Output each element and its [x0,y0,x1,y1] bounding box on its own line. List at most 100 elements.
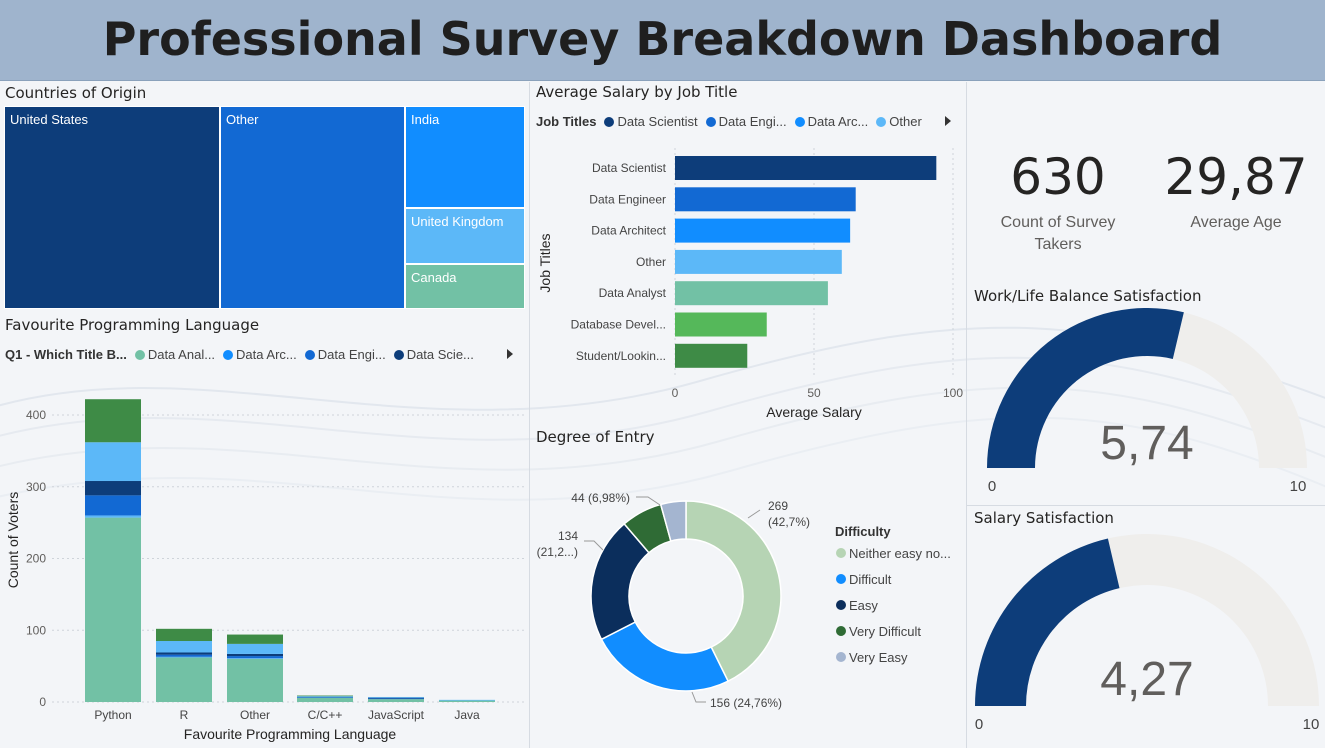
x-tick-label: 50 [807,386,821,400]
x-tick-label: Other [240,708,270,722]
legend-item[interactable]: Data Arc... [794,114,869,129]
y-axis-label: Count of Voters [5,492,21,589]
legend-dot [836,626,846,636]
legend-item[interactable]: Data Engi... [705,114,787,129]
leader-line [747,509,761,519]
legend-item[interactable]: Data Scie... [393,347,474,362]
bar-segment [227,653,283,657]
salary-legend: Job Titles Data Scientist Data Engi... D… [536,114,922,129]
bar [675,249,842,274]
bar-segment [85,399,141,443]
legend-dot [836,548,846,558]
data-label: 156 (24,76%) [710,696,782,710]
bar-segment [227,634,283,644]
gauge-value: 5,74 [1100,417,1193,470]
treemap-cell-canada[interactable]: Canada [405,264,525,309]
legend-item[interactable]: Data Anal... [134,347,215,362]
legend-dot [836,600,846,610]
bar-segment [156,628,212,642]
bar-segment [85,517,141,702]
gauge-max-label: 10 [1290,478,1307,495]
y-tick-label: Database Devel... [571,318,666,332]
bar-segment [227,643,283,654]
bar [675,312,767,337]
gauge-min-label: 0 [975,716,983,733]
legend-label: Data Arc... [807,114,869,129]
data-label: 269 [768,499,788,513]
data-label: 134 [558,529,578,543]
y-tick-label: 300 [26,480,46,494]
salary-chart: 0 50 100 Data Scientist Data Engineer Data Ar… [537,148,963,420]
treemap-cell-united-states[interactable]: United States [4,106,220,309]
worklife-title: Work/Life Balance Satisfaction [974,287,1202,305]
legend-next-arrow-icon[interactable] [507,349,513,359]
legend-item[interactable]: Data Scientist [604,114,698,129]
x-axis-label: Average Salary [766,404,861,420]
x-tick-label: JavaScript [368,708,425,722]
legend-label: Neither easy no... [849,546,951,561]
legend-label: Data Engi... [317,347,386,362]
salary-satisfaction-gauge: 4,27 0 10 [975,534,1319,733]
bar-segment [227,658,283,659]
y-tick-label: Student/Lookin... [576,349,666,363]
legend-item[interactable]: Other [876,114,922,129]
countries-panel: Countries of Origin United States Other … [0,82,529,314]
y-tick-label: Data Architect [591,224,666,238]
legend-title: Q1 - Which Title B... [5,347,127,362]
divider-left [529,82,530,748]
bar-segment [297,695,353,697]
salary-title: Average Salary by Job Title [536,83,738,101]
bar-segment [297,696,353,697]
donut-slice [685,500,782,683]
legend-label: Very Difficult [849,624,921,639]
legend-dot [223,349,234,360]
y-tick-label: 100 [26,623,46,637]
y-tick-label: Data Engineer [589,192,666,206]
treemap-cell-united-kingdom[interactable]: United Kingdom [405,208,525,264]
bar-segment [368,696,424,698]
languages-chart: 0 100 200 300 400 Python R Other C/C++ JavaScript… [5,399,525,742]
gauge-fill [987,308,1184,468]
bar [675,218,851,243]
gauge-value: 4,27 [1100,653,1193,706]
legend-label: Data Engi... [718,114,787,129]
bar-segment [439,699,495,701]
legend-label: Very Easy [849,650,908,665]
kpi-survey-count: 630 [1010,148,1106,206]
bar-segment [368,698,424,700]
salary-satisfaction-title: Salary Satisfaction [974,509,1114,527]
legend-next-arrow-icon[interactable] [945,116,951,126]
treemap-label: Canada [411,270,457,285]
legend-dot [304,349,315,360]
legend-item[interactable]: Data Engi... [304,347,386,362]
legend-label: Difficult [849,572,892,587]
kpi-survey-count-label: Count of Survey Takers [968,212,1148,256]
kpi-label-line: Takers [1034,236,1082,253]
bar-segment [156,657,212,702]
leader-line [584,540,604,551]
degree-title: Degree of Entry [536,428,655,446]
bar-segment [227,656,283,659]
bar-segment [368,699,424,702]
x-tick-label: 0 [672,386,679,400]
legend-label: Data Arc... [236,347,297,362]
bar-segment [85,495,141,516]
gauge-min-label: 0 [988,478,996,495]
languages-legend: Q1 - Which Title B... Data Anal... Data … [5,347,474,362]
treemap-cell-other[interactable]: Other [220,106,405,309]
bar-segment [156,654,212,657]
x-tick-label: Python [94,708,131,722]
divider-gauges [967,505,1325,506]
treemap-label: Other [226,112,259,127]
kpi-average-age-label: Average Age [1146,212,1325,234]
treemap-label: United States [10,112,89,127]
treemap-cell-india[interactable]: India [405,106,525,208]
kpi-average-age: 29,87 [1164,148,1308,206]
legend-item[interactable]: Data Arc... [223,347,297,362]
leader-line [636,496,661,506]
bar-segment [85,442,141,482]
worklife-gauge: 5,74 0 10 [987,308,1307,495]
y-tick-label: Data Scientist [592,161,667,175]
x-axis-label: Favourite Programming Language [184,726,397,742]
donut-slice [600,620,730,692]
